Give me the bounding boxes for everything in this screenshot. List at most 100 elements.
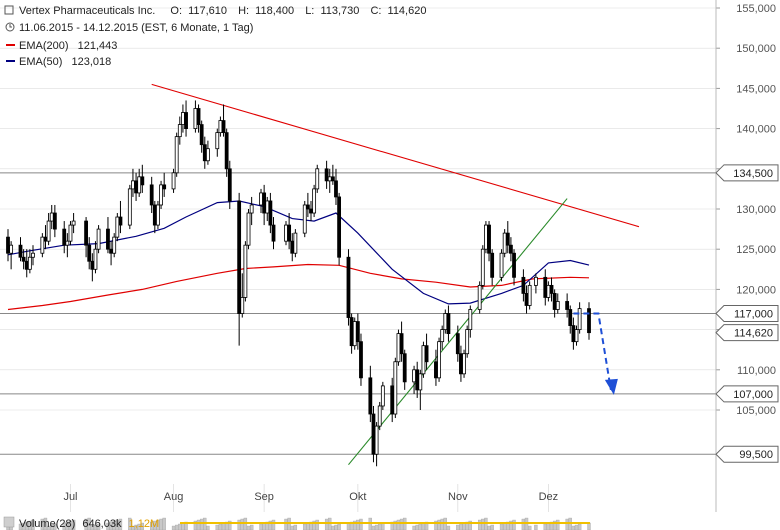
candle-body xyxy=(18,244,23,258)
instrument-name: Vertex Pharmaceuticals Inc. xyxy=(19,5,155,17)
volume-bar xyxy=(315,519,319,530)
candle-body xyxy=(149,184,154,206)
volume-bar xyxy=(31,519,35,530)
volume-legend: Volume(28) 646,03k 1,12M xyxy=(3,516,159,530)
candle-body xyxy=(24,260,29,270)
volume-legend-text: Volume(28) 646,03k 1,12M xyxy=(19,518,159,530)
candle-body xyxy=(527,284,532,306)
close-value: 114,620 xyxy=(388,5,427,17)
candle-body xyxy=(412,369,416,383)
volume-bar xyxy=(331,525,335,530)
volume-average-band xyxy=(180,522,590,524)
level-label-box xyxy=(715,305,779,323)
candle-body xyxy=(137,176,142,194)
level-label-box xyxy=(715,445,779,463)
volume-bar xyxy=(546,522,551,530)
candle-body xyxy=(352,321,357,347)
candle-body xyxy=(505,232,510,246)
candle-body xyxy=(421,345,426,375)
candle-body xyxy=(140,176,145,186)
candle-body xyxy=(127,188,132,226)
candle-body xyxy=(459,353,463,375)
volume-bar xyxy=(378,523,382,530)
ema50-value: 123,018 xyxy=(71,56,111,68)
y-tick-label: 155,000 xyxy=(736,3,776,15)
volume-bar xyxy=(128,517,132,530)
candle-body xyxy=(377,405,382,427)
x-tick-label: Sep xyxy=(254,491,274,503)
candle-body xyxy=(324,168,329,182)
candle-body xyxy=(465,329,470,355)
volume-label: Volume(28) xyxy=(19,518,75,530)
volume-bar xyxy=(565,518,569,530)
level-label-text: 114,620 xyxy=(734,328,773,340)
level-labels: 134,500 117,000 107,000 99,500 114,620 xyxy=(715,164,779,463)
candle-body xyxy=(415,369,420,391)
period-text: 11.06.2015 - 14.12.2015 (EST, 6 Monate, … xyxy=(19,22,253,34)
volume-bar xyxy=(337,523,341,530)
candle-body xyxy=(302,204,307,234)
volume-bar xyxy=(418,523,422,530)
candle-body xyxy=(90,260,95,270)
candle-body xyxy=(499,252,504,278)
volume-bar xyxy=(587,522,591,530)
volume-bars xyxy=(6,517,591,530)
y-axis: 105,000110,000115,000120,000125,000130,0… xyxy=(715,0,776,512)
volume-bar xyxy=(215,524,219,530)
volume-bar xyxy=(284,518,288,530)
candle-body xyxy=(546,284,551,298)
candle-body xyxy=(43,236,48,242)
x-axis: Jul Aug Sep Okt Nov Dez xyxy=(63,491,558,503)
volume-bar xyxy=(528,525,532,530)
y-tick-label: 110,000 xyxy=(737,365,776,377)
volume-bar xyxy=(440,518,444,530)
level-label-box xyxy=(715,385,779,403)
candle-body xyxy=(193,108,198,130)
high-value: 118,400 xyxy=(255,5,294,17)
volume-bar xyxy=(371,525,376,530)
candles xyxy=(6,100,591,467)
volume-bar xyxy=(206,525,210,530)
volume-bar xyxy=(543,523,547,530)
level-label-text: 134,500 xyxy=(733,168,773,180)
candle-body xyxy=(246,212,251,246)
volume-bar xyxy=(481,518,485,530)
volume-bar xyxy=(303,523,307,530)
candle-body xyxy=(112,236,117,254)
target-arrow-head xyxy=(604,378,618,395)
volume-bar xyxy=(118,518,123,530)
candle-body xyxy=(402,353,407,383)
volume-bar xyxy=(446,525,451,530)
candle-body xyxy=(159,184,163,206)
candle-body xyxy=(174,136,179,174)
y-tick-label: 145,000 xyxy=(736,83,776,95)
volume-bar xyxy=(178,523,182,530)
candle-body xyxy=(237,200,242,314)
candle-body xyxy=(71,220,76,226)
candle-body xyxy=(577,308,582,331)
gridlines xyxy=(0,7,716,512)
candle-body xyxy=(521,276,526,294)
volume-bar xyxy=(459,523,463,530)
volume-bar xyxy=(159,518,163,530)
low-label: L: xyxy=(305,5,314,17)
high-label: H: xyxy=(238,5,249,17)
candle-body xyxy=(96,228,101,250)
candle-body xyxy=(424,345,429,363)
y-tick-label: 140,000 xyxy=(736,124,776,136)
candle-body xyxy=(221,120,226,134)
volume-legend-swatch xyxy=(3,516,15,528)
level-label-box xyxy=(715,324,779,342)
candle-body xyxy=(184,112,188,129)
volume-bar xyxy=(237,519,241,530)
candle-body xyxy=(249,204,254,214)
ema200-value: 121,443 xyxy=(78,40,118,52)
candle-body xyxy=(206,148,210,162)
volume-bar xyxy=(334,524,338,530)
volume-bar xyxy=(462,522,466,530)
candle-body xyxy=(462,353,466,375)
candle-body xyxy=(434,361,438,379)
candle-body xyxy=(62,228,67,246)
candle-body xyxy=(199,124,204,146)
volume-bar xyxy=(356,519,360,530)
